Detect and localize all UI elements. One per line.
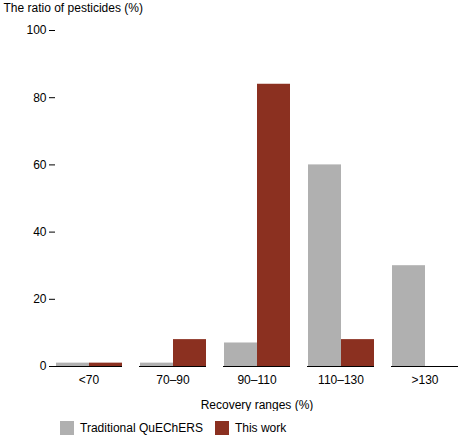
- svg-text:>130: >130: [411, 373, 438, 387]
- svg-text:20: 20: [33, 292, 47, 306]
- svg-text:The ratio of pesticides (%): The ratio of pesticides (%): [4, 1, 143, 15]
- svg-text:60: 60: [33, 158, 47, 172]
- svg-text:100: 100: [26, 23, 46, 37]
- svg-text:70–90: 70–90: [156, 373, 190, 387]
- html-text:This work: This work: [235, 420, 287, 435]
- svg-text:Recovery ranges (%): Recovery ranges (%): [201, 398, 314, 412]
- svg-text:40: 40: [33, 225, 47, 239]
- html-text:Traditional QuEChERS: Traditional QuEChERS: [80, 420, 203, 435]
- svg-text:0: 0: [40, 359, 47, 373]
- svg-text:80: 80: [33, 91, 47, 105]
- svg-text:90–110: 90–110: [237, 373, 276, 387]
- svg-text:<70: <70: [79, 373, 100, 387]
- svg-text:110–130: 110–130: [318, 373, 364, 387]
